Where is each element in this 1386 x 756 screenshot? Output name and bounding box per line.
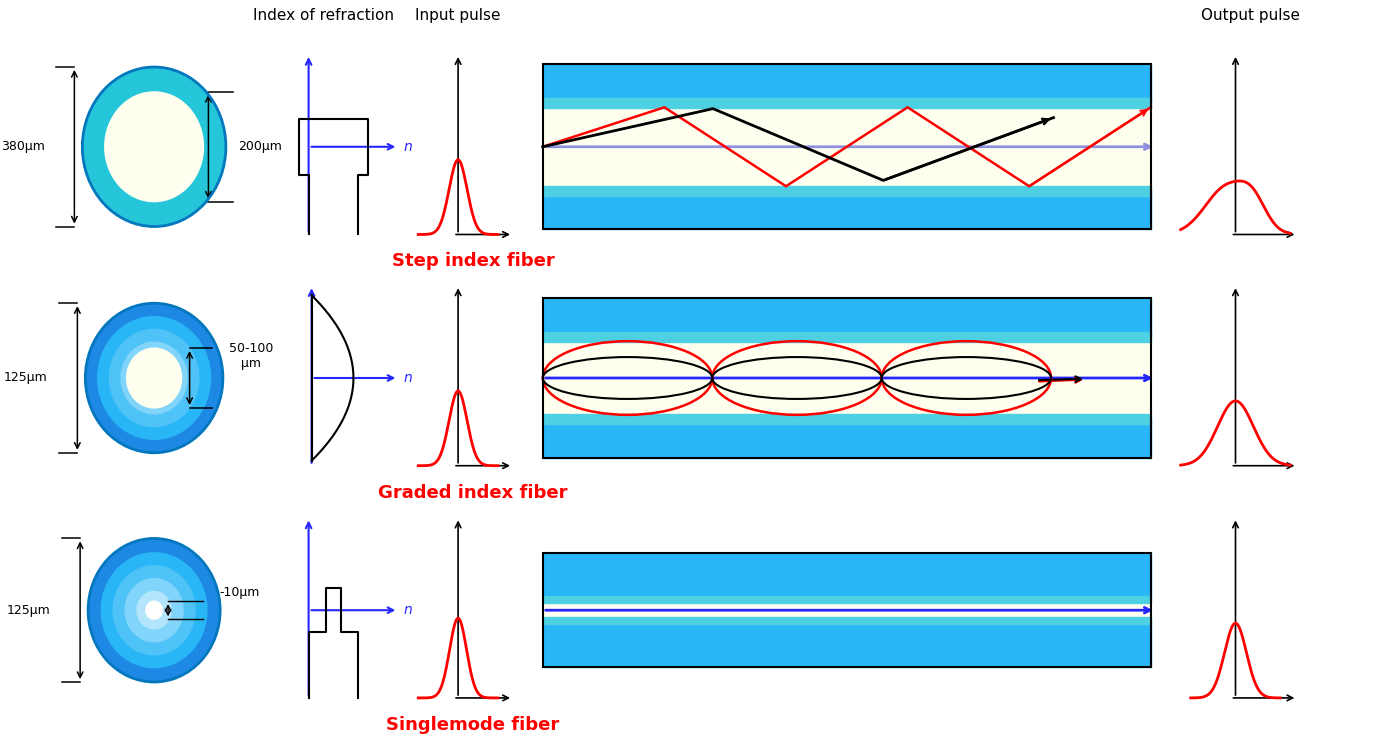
- Ellipse shape: [125, 578, 183, 642]
- Text: n: n: [403, 140, 412, 153]
- Bar: [543, 98, 1150, 108]
- Ellipse shape: [137, 591, 172, 629]
- Text: Graded index fiber: Graded index fiber: [378, 484, 568, 502]
- Ellipse shape: [126, 348, 182, 408]
- Ellipse shape: [82, 67, 226, 227]
- Ellipse shape: [101, 553, 207, 668]
- Ellipse shape: [146, 601, 162, 619]
- Bar: [543, 332, 1150, 342]
- Bar: [543, 420, 1150, 457]
- Bar: [543, 596, 1150, 603]
- Text: Input pulse: Input pulse: [416, 8, 500, 23]
- Text: 50-100
μm: 50-100 μm: [229, 342, 273, 370]
- Text: 125μm: 125μm: [7, 604, 50, 617]
- Bar: [543, 414, 1150, 424]
- Bar: [543, 64, 1150, 102]
- Ellipse shape: [98, 317, 211, 439]
- Ellipse shape: [89, 538, 220, 682]
- Text: 200μm: 200μm: [238, 141, 283, 153]
- Ellipse shape: [109, 330, 198, 426]
- Ellipse shape: [86, 303, 223, 453]
- Bar: [543, 102, 1150, 191]
- Bar: [543, 553, 1150, 667]
- Ellipse shape: [105, 92, 204, 202]
- Text: n: n: [403, 371, 412, 385]
- Text: 380μm: 380μm: [0, 141, 44, 153]
- Text: Step index fiber: Step index fiber: [392, 253, 554, 271]
- Bar: [543, 64, 1150, 230]
- Bar: [543, 617, 1150, 624]
- Text: Index of refraction: Index of refraction: [254, 8, 394, 23]
- Bar: [543, 553, 1150, 598]
- Bar: [543, 622, 1150, 667]
- Text: -10μm: -10μm: [219, 586, 261, 599]
- Text: Output pulse: Output pulse: [1200, 8, 1300, 23]
- Bar: [543, 299, 1150, 457]
- Bar: [543, 299, 1150, 336]
- Bar: [543, 186, 1150, 196]
- Ellipse shape: [121, 342, 187, 414]
- Text: n: n: [403, 603, 412, 617]
- Ellipse shape: [114, 565, 195, 655]
- Text: 125μm: 125μm: [4, 371, 47, 385]
- Text: Singlemode fiber: Singlemode fiber: [387, 716, 560, 734]
- Bar: [543, 336, 1150, 420]
- Bar: [543, 191, 1150, 230]
- Bar: [543, 598, 1150, 622]
